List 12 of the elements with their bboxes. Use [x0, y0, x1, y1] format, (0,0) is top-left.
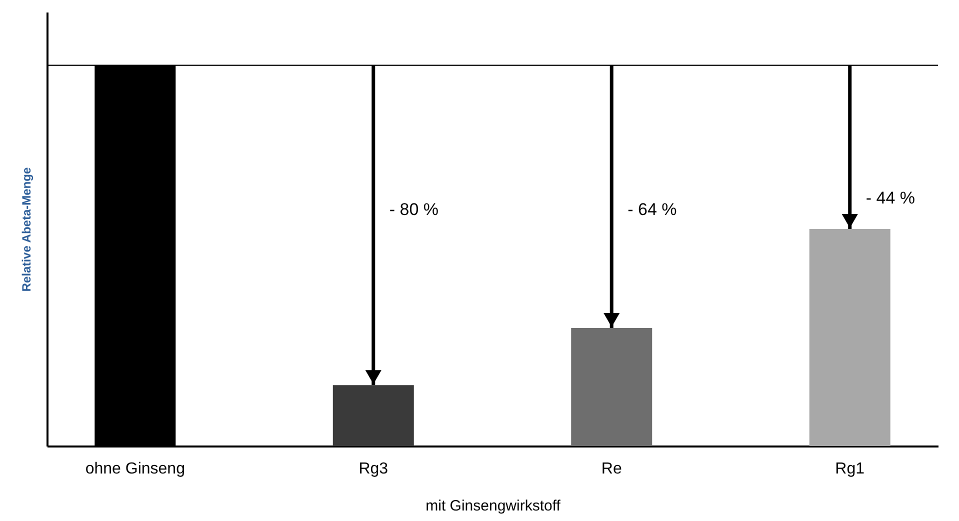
annotation: - 44 % [866, 188, 915, 208]
bar [571, 328, 652, 446]
annotation: - 64 % [628, 200, 677, 219]
y-axis-title: Relative Abeta-Menge [20, 167, 34, 292]
x-tick-label: ohne Ginseng [85, 460, 185, 478]
x-tick-label: Rg3 [358, 460, 388, 478]
bar [332, 385, 414, 446]
annotation: - 80 % [389, 200, 439, 219]
bar [809, 229, 890, 446]
x-tick-label: Rg1 [835, 460, 865, 478]
x-axis-title: mit Ginsengwirkstoff [426, 498, 562, 514]
x-tick-label: Re [601, 460, 622, 478]
